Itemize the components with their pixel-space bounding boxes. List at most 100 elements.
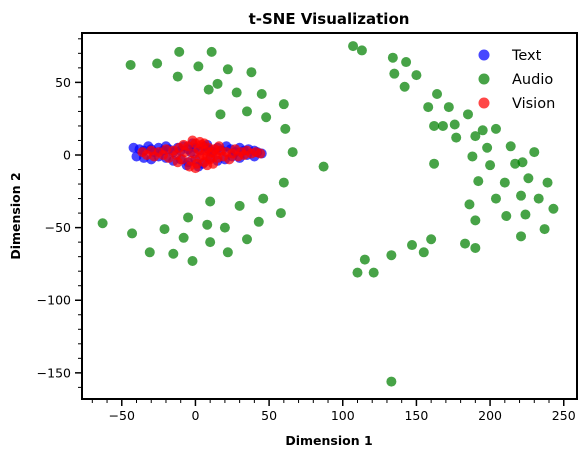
x-tick-label: 200 [478, 408, 502, 423]
point-audio-83 [386, 250, 397, 261]
plot-frame [81, 32, 578, 400]
x-tick-label: 50 [261, 408, 277, 423]
point-audio-58 [485, 160, 496, 171]
point-vision-50 [202, 160, 213, 171]
legend-label-text: Text [511, 48, 542, 64]
point-audio-12 [215, 109, 226, 120]
point-audio-79 [470, 242, 481, 253]
point-audio-44 [399, 81, 410, 92]
point-audio-25 [219, 222, 230, 233]
point-audio-49 [429, 120, 440, 131]
point-audio-45 [423, 102, 434, 113]
x-axis-label: Dimension 1 [285, 433, 372, 448]
point-audio-0 [125, 59, 136, 70]
point-audio-67 [542, 177, 553, 188]
point-audio-38 [348, 41, 359, 52]
point-audio-77 [470, 215, 481, 226]
x-axis: −50 0 50 100 150 200 250 [91, 399, 576, 423]
point-audio-30 [205, 237, 216, 248]
point-audio-26 [205, 196, 216, 207]
point-vision-44 [255, 148, 266, 159]
legend: Text Audio Vision [478, 48, 555, 112]
y-tick-label: −50 [45, 220, 71, 235]
point-audio-2 [174, 46, 185, 57]
point-audio-9 [203, 84, 214, 95]
point-audio-31 [222, 247, 233, 258]
point-audio-81 [407, 240, 417, 251]
point-audio-34 [144, 247, 155, 258]
point-audio-4 [193, 61, 204, 72]
point-audio-8 [212, 78, 223, 89]
point-audio-75 [464, 199, 475, 210]
point-audio-22 [253, 216, 264, 227]
point-audio-37 [97, 218, 108, 229]
point-audio-20 [275, 208, 286, 219]
point-audio-56 [477, 125, 488, 136]
point-vision-49 [199, 138, 210, 149]
point-audio-47 [443, 102, 454, 113]
point-audio-53 [429, 158, 440, 169]
point-audio-55 [470, 131, 481, 142]
point-audio-33 [168, 248, 179, 259]
point-audio-5 [172, 71, 183, 82]
point-audio-59 [490, 123, 501, 134]
x-tick-label: 100 [331, 408, 355, 423]
point-vision-48 [184, 161, 195, 172]
point-audio-23 [234, 200, 245, 211]
point-audio-43 [411, 70, 422, 81]
point-audio-85 [352, 267, 363, 278]
point-audio-32 [187, 256, 198, 267]
point-audio-18 [318, 161, 329, 172]
point-audio-82 [418, 247, 429, 258]
point-audio-24 [242, 234, 252, 245]
point-audio-6 [222, 64, 233, 75]
point-audio-14 [261, 112, 272, 123]
points-layer [97, 41, 559, 387]
point-audio-27 [202, 219, 213, 230]
point-audio-70 [520, 209, 531, 220]
point-audio-72 [539, 224, 550, 235]
point-vision-51 [178, 139, 189, 150]
point-audio-10 [231, 87, 242, 98]
legend-marker-vision [478, 97, 490, 109]
point-audio-7 [246, 67, 257, 78]
legend-label-vision: Vision [512, 96, 555, 112]
x-tick-label: −50 [109, 408, 135, 423]
point-audio-40 [387, 52, 398, 63]
point-audio-35 [159, 224, 170, 235]
point-audio-76 [490, 193, 501, 204]
point-audio-84 [359, 254, 370, 265]
point-vision-52 [172, 157, 183, 168]
point-audio-3 [206, 46, 217, 57]
point-audio-66 [516, 190, 527, 201]
y-axis: 50 0 −50 −100 −150 [37, 38, 82, 388]
point-audio-29 [178, 232, 189, 243]
point-audio-41 [389, 68, 400, 79]
point-audio-71 [533, 193, 544, 204]
y-axis-label: Dimension 2 [8, 172, 23, 259]
point-audio-63 [517, 157, 528, 168]
point-audio-15 [278, 99, 289, 110]
point-audio-28 [183, 212, 194, 223]
point-audio-50 [449, 119, 460, 130]
point-audio-36 [127, 228, 138, 239]
legend-label-audio: Audio [512, 72, 553, 88]
point-audio-13 [242, 106, 252, 117]
point-audio-21 [258, 193, 269, 204]
point-audio-54 [467, 151, 478, 162]
point-audio-64 [529, 147, 540, 158]
point-audio-42 [401, 57, 412, 68]
x-tick-label: 150 [404, 408, 428, 423]
y-tick-label: 50 [55, 75, 71, 90]
point-audio-46 [432, 89, 443, 99]
legend-marker-audio [478, 73, 490, 85]
legend-marker-text [478, 49, 490, 61]
point-audio-19 [278, 177, 289, 188]
point-audio-65 [523, 173, 534, 184]
y-tick-label: −100 [37, 293, 71, 308]
series-audio [97, 41, 559, 387]
point-audio-74 [473, 176, 484, 187]
point-audio-16 [280, 123, 291, 134]
point-audio-48 [437, 120, 448, 131]
